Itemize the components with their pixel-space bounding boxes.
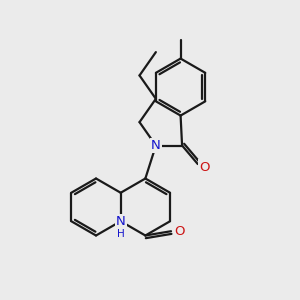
Text: N: N bbox=[116, 215, 126, 228]
Text: N: N bbox=[151, 139, 161, 152]
Text: H: H bbox=[117, 229, 124, 239]
Text: O: O bbox=[174, 225, 185, 238]
Text: O: O bbox=[199, 160, 210, 173]
